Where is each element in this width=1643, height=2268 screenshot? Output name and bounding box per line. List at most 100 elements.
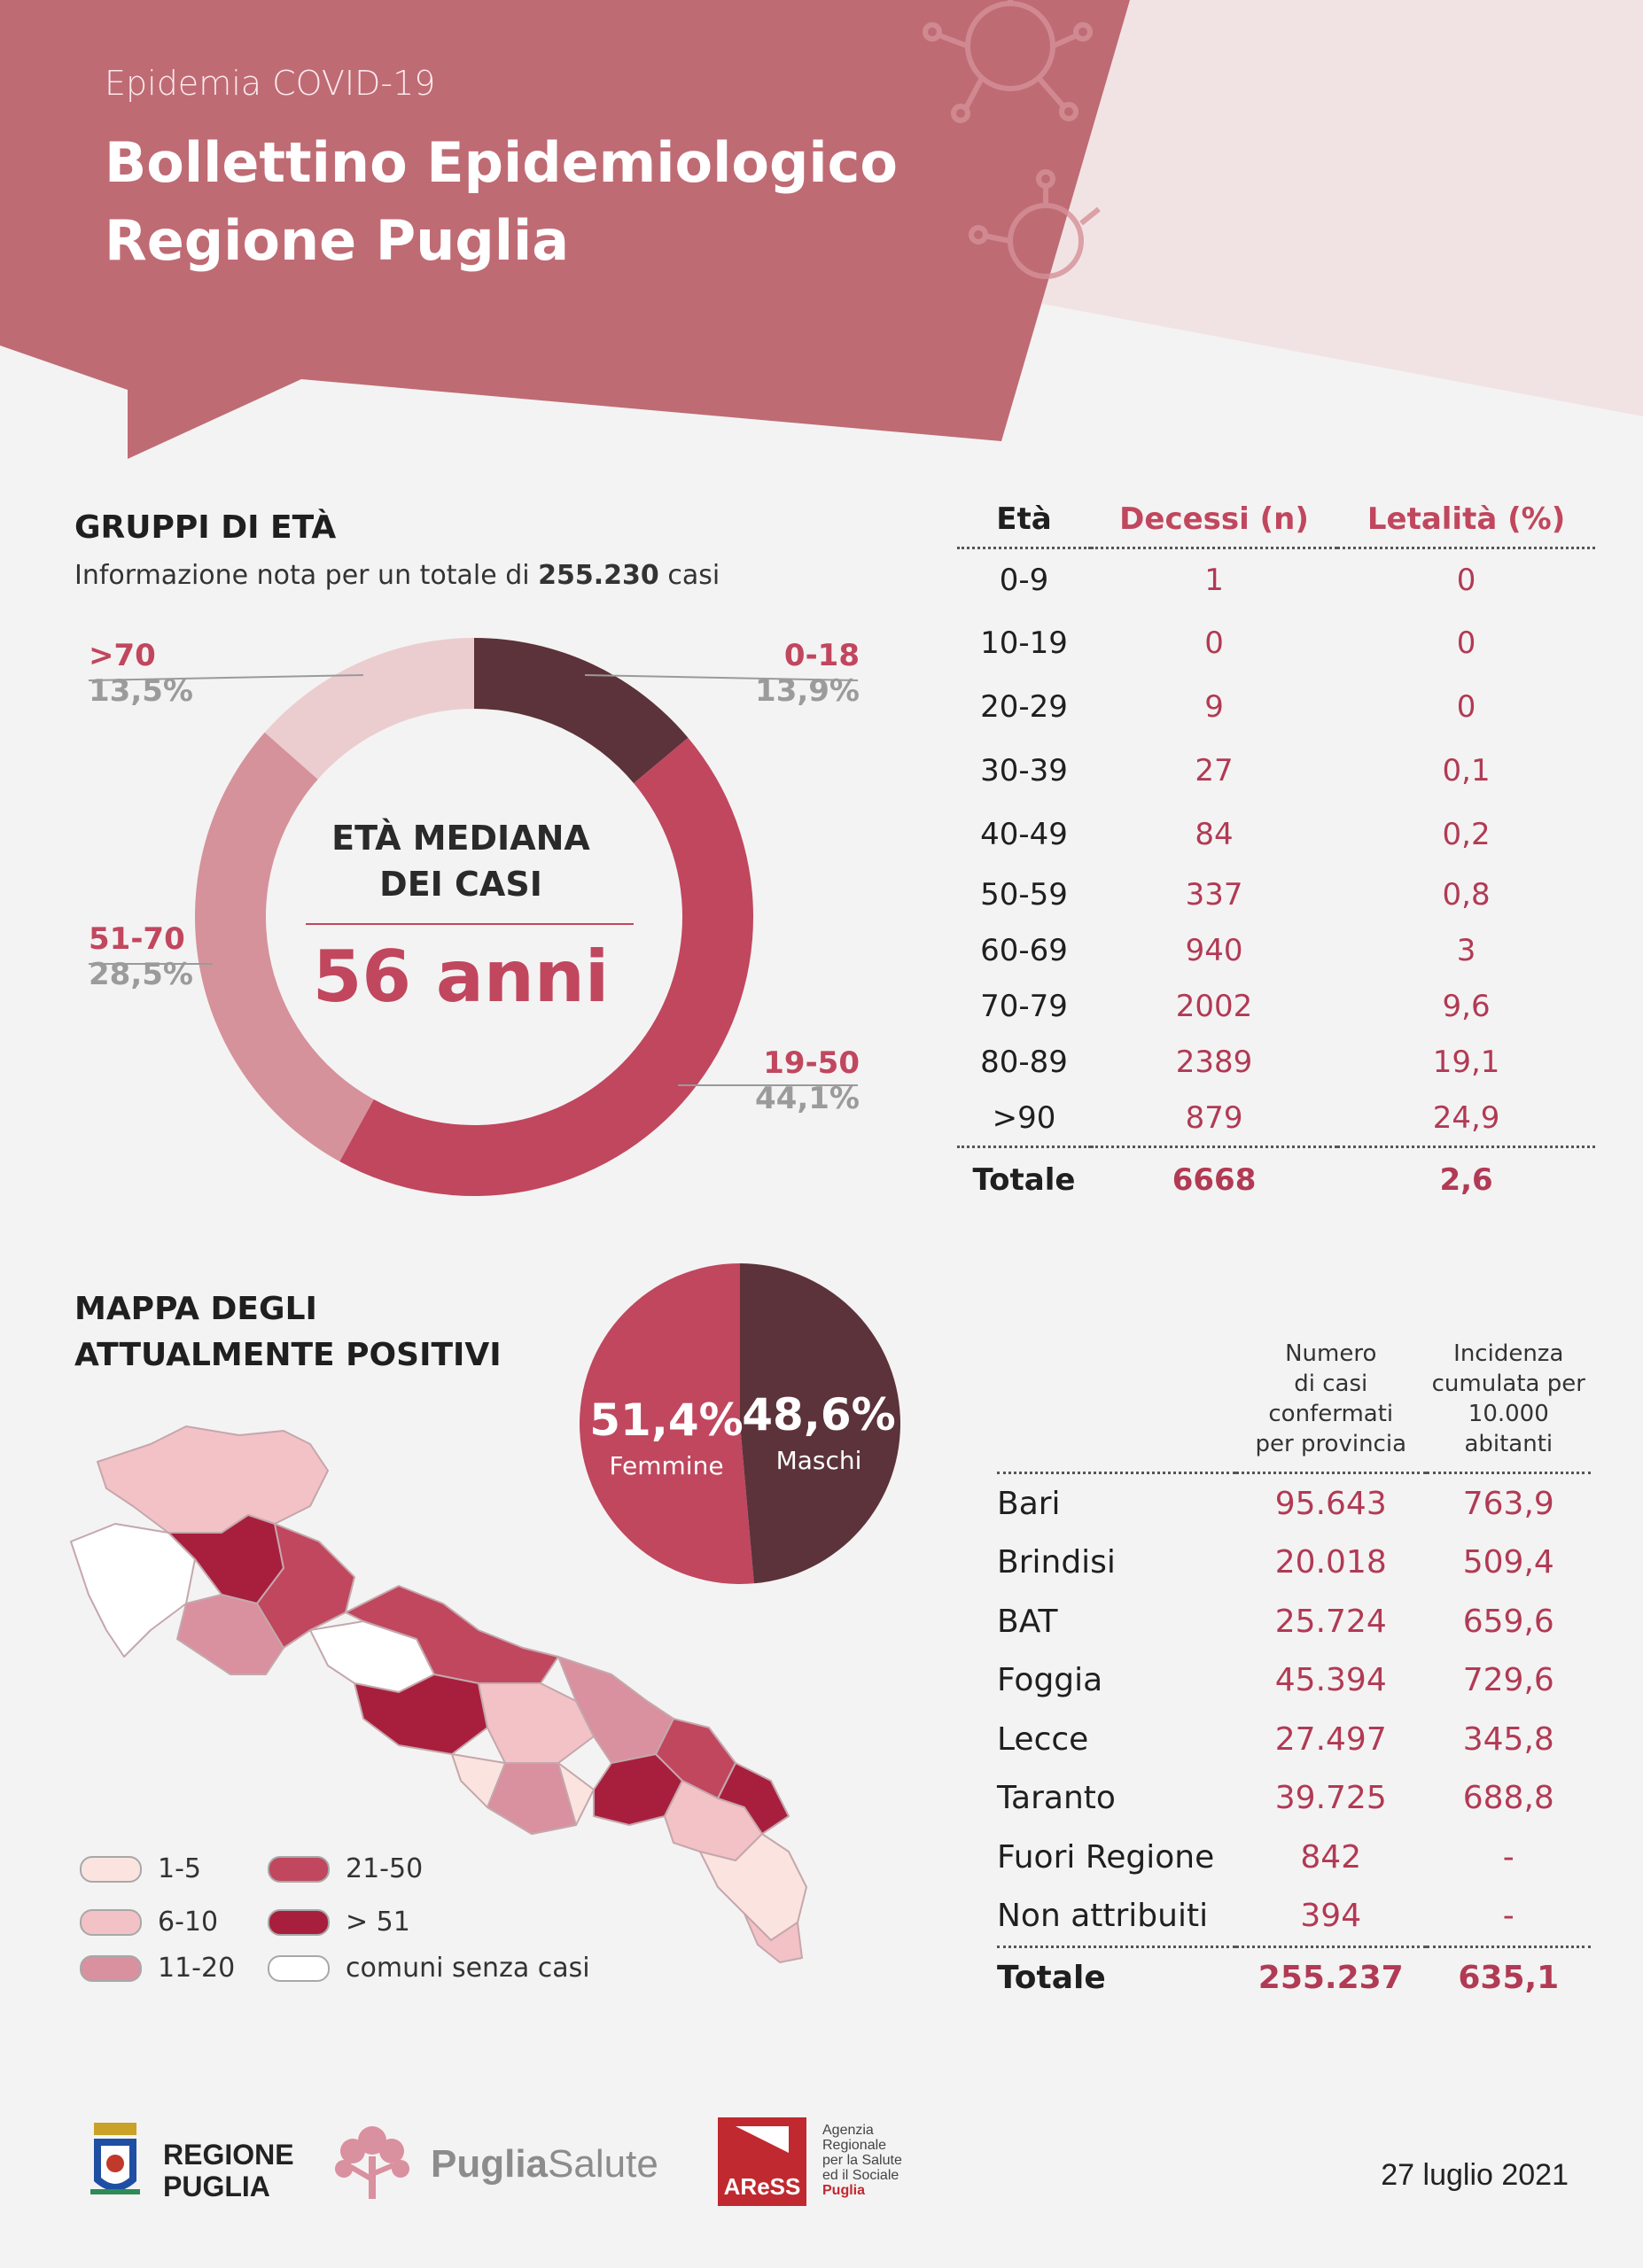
map-region-bari-south xyxy=(478,1682,595,1764)
map-title: MAPPA DEGLI ATTUALMENTE POSITIVI xyxy=(74,1286,502,1379)
male-label: 48,6% Maschi xyxy=(739,1389,899,1475)
province-row: Fuori Regione 842 - xyxy=(997,1828,1591,1887)
pie-slice-female xyxy=(580,1263,754,1584)
prov-total-cases: 255.237 xyxy=(1258,1959,1404,1996)
legend-swatch xyxy=(268,1954,330,1982)
col-letalita: Letalità (%) xyxy=(1367,501,1566,537)
aress-desc-line: ed il Sociale xyxy=(822,2168,899,2183)
legend-item: comuni senza casi xyxy=(268,1953,590,1984)
province-name: BAT xyxy=(997,1603,1058,1640)
province-row: Taranto 39.725 688,8 xyxy=(997,1769,1591,1829)
deaths-row: 0-9 1 0 xyxy=(957,548,1595,612)
segment-label-over70: >70 13,5% xyxy=(89,638,266,709)
total-lethality: 2,6 xyxy=(1439,1162,1493,1198)
province-incidence: 729,6 xyxy=(1462,1662,1554,1699)
regione-line2: PUGLIA xyxy=(163,2171,270,2202)
province-incidence: 509,4 xyxy=(1462,1544,1554,1581)
map-region-bari-coast xyxy=(345,1585,559,1684)
female-text: Femmine xyxy=(609,1451,724,1480)
province-incidence: 659,6 xyxy=(1462,1603,1554,1640)
segment-label: 19-50 xyxy=(763,1045,860,1081)
total-label: Totale xyxy=(972,1162,1076,1198)
donut-segment xyxy=(264,638,474,780)
col-eta: Età xyxy=(996,501,1052,537)
header-subtitle: Epidemia COVID-19 xyxy=(105,64,436,103)
province-incidence: 763,9 xyxy=(1462,1485,1554,1522)
deaths-row: 70-79 2002 9,6 xyxy=(957,978,1595,1034)
age-cell: 0-9 xyxy=(999,563,1049,598)
deaths-cell: 2389 xyxy=(1175,1044,1253,1080)
segment-label-51-70: 51-70 28,5% xyxy=(89,921,266,992)
col-incidence: Incidenza cumulata per 10.000 abitanti xyxy=(1427,1338,1591,1473)
deaths-row: 20-29 9 0 xyxy=(957,675,1595,739)
aress-desc-line: Puglia xyxy=(822,2183,866,2198)
map-region-murgia-east xyxy=(487,1762,577,1835)
map-region-lecce xyxy=(699,1833,807,1941)
deaths-total-row: Totale 6668 2,6 xyxy=(957,1146,1595,1213)
age-cell: 80-89 xyxy=(980,1044,1068,1080)
leader-line-0-18 xyxy=(584,674,859,681)
page-title: Bollettino Epidemiologico Regione Puglia xyxy=(105,124,898,280)
segment-label: 51-70 xyxy=(89,921,185,957)
legend-swatch xyxy=(80,1954,142,1982)
province-table: Numero di casi confermati per provincia … xyxy=(997,1338,1591,2008)
total-deaths: 6668 xyxy=(1172,1162,1257,1198)
info-total: 255.230 xyxy=(538,560,659,591)
deaths-cell: 1 xyxy=(1204,563,1224,598)
regione-puglia-logo xyxy=(90,2119,140,2204)
province-table-header: Numero di casi confermati per provincia … xyxy=(997,1338,1591,1473)
province-name: Non attribuiti xyxy=(997,1898,1209,1935)
province-name: Brindisi xyxy=(997,1544,1116,1581)
province-row: Foggia 45.394 729,6 xyxy=(997,1651,1591,1711)
province-row: Non attribuiti 394 - xyxy=(997,1887,1591,1947)
coat-of-arms-icon xyxy=(90,2123,140,2194)
province-cases: 842 xyxy=(1300,1838,1362,1876)
median-label: ETÀ MEDIANA DEI CASI xyxy=(284,815,638,907)
puglia-salute-bold: Puglia xyxy=(431,2142,549,2186)
prov-total-incidence: 635,1 xyxy=(1458,1959,1560,1996)
lethality-cell: 0,1 xyxy=(1442,753,1491,788)
province-cases: 25.724 xyxy=(1274,1603,1387,1640)
pie-slice-male xyxy=(740,1263,900,1584)
male-pct: 48,6% xyxy=(742,1389,896,1441)
map-region-altamura xyxy=(354,1674,488,1755)
header-cases-line: Numero xyxy=(1285,1340,1377,1367)
age-cell: 40-49 xyxy=(980,817,1068,852)
header-banner xyxy=(0,0,1643,459)
lethality-cell: 3 xyxy=(1456,932,1476,968)
age-cell: 70-79 xyxy=(980,988,1068,1024)
legend-item: 1-5 xyxy=(80,1853,201,1884)
legend-label: 1-5 xyxy=(158,1853,201,1884)
aress-desc-line: per la Salute xyxy=(822,2153,902,2168)
province-cases: 45.394 xyxy=(1274,1662,1387,1699)
age-cell: 60-69 xyxy=(980,932,1068,968)
province-row: Brindisi 20.018 509,4 xyxy=(997,1534,1591,1593)
map-region-salento xyxy=(744,1913,803,1963)
aress-mark-icon xyxy=(736,2126,789,2153)
lethality-cell: 0,8 xyxy=(1442,876,1491,913)
lethality-cell: 0,2 xyxy=(1442,817,1491,852)
province-incidence: 688,8 xyxy=(1462,1780,1554,1817)
report-date: 27 luglio 2021 xyxy=(1381,2158,1569,2192)
aress-logo: AReSS xyxy=(718,2117,806,2206)
header-incidence-line: Incidenza xyxy=(1453,1340,1564,1367)
legend-item: 6-10 xyxy=(80,1907,218,1938)
puglia-map xyxy=(70,1425,807,1963)
age-cell: 10-19 xyxy=(980,625,1068,661)
legend-item: 21-50 xyxy=(268,1853,423,1884)
province-incidence: - xyxy=(1502,1838,1515,1876)
header-cases-line: per provincia xyxy=(1255,1431,1407,1457)
puglia-salute-tree-icon xyxy=(335,2126,409,2199)
segment-pct: 28,5% xyxy=(89,957,193,992)
header-cases-line: di casi confermati xyxy=(1268,1371,1394,1427)
province-total-row: Totale 255.237 635,1 xyxy=(997,1946,1591,2008)
col-province xyxy=(997,1338,1235,1473)
lethality-cell: 0 xyxy=(1456,689,1476,725)
deaths-row: 10-19 0 0 xyxy=(957,611,1595,675)
age-groups-title: GRUPPI DI ETÀ xyxy=(74,509,337,546)
segment-label: >70 xyxy=(89,638,156,673)
map-region-gargano xyxy=(97,1425,329,1534)
deaths-cell: 879 xyxy=(1185,1099,1243,1136)
province-name: Bari xyxy=(997,1485,1061,1522)
donut-segment xyxy=(195,732,374,1162)
